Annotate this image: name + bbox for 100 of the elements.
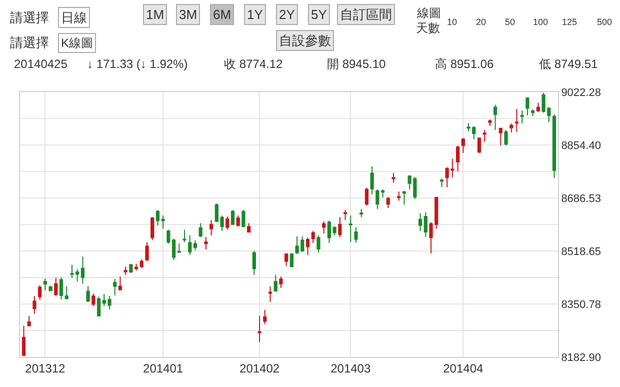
candlestick [204,236,208,250]
y-tick-label: 8518.65 [561,246,601,258]
candlestick [252,250,256,276]
candlestick [440,178,444,188]
candlestick [536,102,540,112]
candlestick [364,187,369,206]
text: 100 [533,17,548,27]
candlestick [402,190,406,206]
candlestick [86,286,90,303]
candlestick [156,210,160,226]
y-tick-label: 8182.90 [561,352,601,364]
candlestick [338,216,342,238]
text: 請選擇 [10,10,49,25]
candlestick [526,96,530,116]
candlestick [552,114,556,179]
candlestick [284,252,288,267]
candlestick [306,237,310,256]
candlestick [96,296,101,316]
text: 20 [476,17,486,27]
candlestick [370,166,374,195]
text: 3M [179,7,198,22]
text: K線圖 [61,36,94,50]
text: 收 8774.12 [224,57,284,71]
candlestick [80,256,85,284]
candlestick [397,191,401,202]
x-tick-label: 201312 [25,361,66,376]
candlestick [268,286,272,303]
text: 自設參數 [279,33,331,48]
text: 1M [146,7,164,22]
candlestick [54,278,58,297]
text: 高 8951.06 [435,57,494,71]
candlestick [477,137,482,154]
text: 請選擇 [10,35,49,50]
candlestick [22,325,26,356]
candlestick [418,212,422,232]
candlestick [118,276,122,291]
candlestick [424,212,428,238]
candlestick [498,127,502,146]
candlestick [354,226,358,244]
candlestick [510,123,514,133]
text: 1Y [247,7,264,22]
candlestick [32,296,36,314]
candlestick [182,229,186,243]
candlestick [27,315,31,327]
text: ↓ 171.33 (↓ 1.92%) [87,57,188,71]
candlestick [386,196,390,208]
x-tick-label: 201402 [240,361,280,376]
text: 50 [505,17,516,27]
y-tick-label: 8686.53 [561,192,601,205]
candlestick [376,188,380,210]
candlestick [48,285,52,292]
candlestick [38,284,42,300]
y-tick-label: 8854.40 [561,140,601,152]
candlestick [488,119,492,126]
x-tick-label: 201404 [443,361,484,376]
text: 線圖 [416,6,441,20]
text: 20140425 [14,57,68,71]
candlestick [188,234,192,256]
candlestick [230,210,235,226]
x-tick-label: 201401 [143,361,184,376]
y-tick-label: 9022.28 [561,86,601,99]
candlestick [380,188,385,198]
candlestick [64,286,68,300]
candlestick [209,219,214,236]
candlestick [311,230,315,244]
text: 開 8945.10 [327,57,386,71]
candlestick [129,263,133,274]
text: 日線 [61,10,87,25]
candlestick [316,234,320,253]
candlestick [43,278,47,291]
candlestick [236,215,240,228]
candlestick [514,108,519,132]
text: 自訂區間 [340,7,392,22]
candlestick [161,215,165,230]
text: 6M [213,7,232,22]
candlestick [177,243,181,254]
candlestick [134,263,138,271]
candlestick [290,252,294,268]
candlestick [482,129,486,142]
candlestick [263,309,267,325]
candlestick [360,208,364,218]
candlestick [274,274,278,292]
candlestick [392,172,396,184]
candlestick [531,108,535,117]
candlestick [343,210,348,220]
text: 5Y [311,7,328,22]
candlestick [461,138,465,154]
candlestick [150,216,154,241]
x-tick-label: 201403 [330,361,371,376]
candlestick [322,220,326,234]
candlestick [348,215,352,243]
text: 2Y [279,7,296,22]
candlestick [258,315,262,343]
text: 天數 [416,21,440,35]
text: 125 [562,17,578,27]
candlestick [242,210,246,228]
text: 10 [447,17,458,27]
candlestick [193,240,198,251]
candlestick [198,222,202,238]
candlestick [145,242,149,262]
